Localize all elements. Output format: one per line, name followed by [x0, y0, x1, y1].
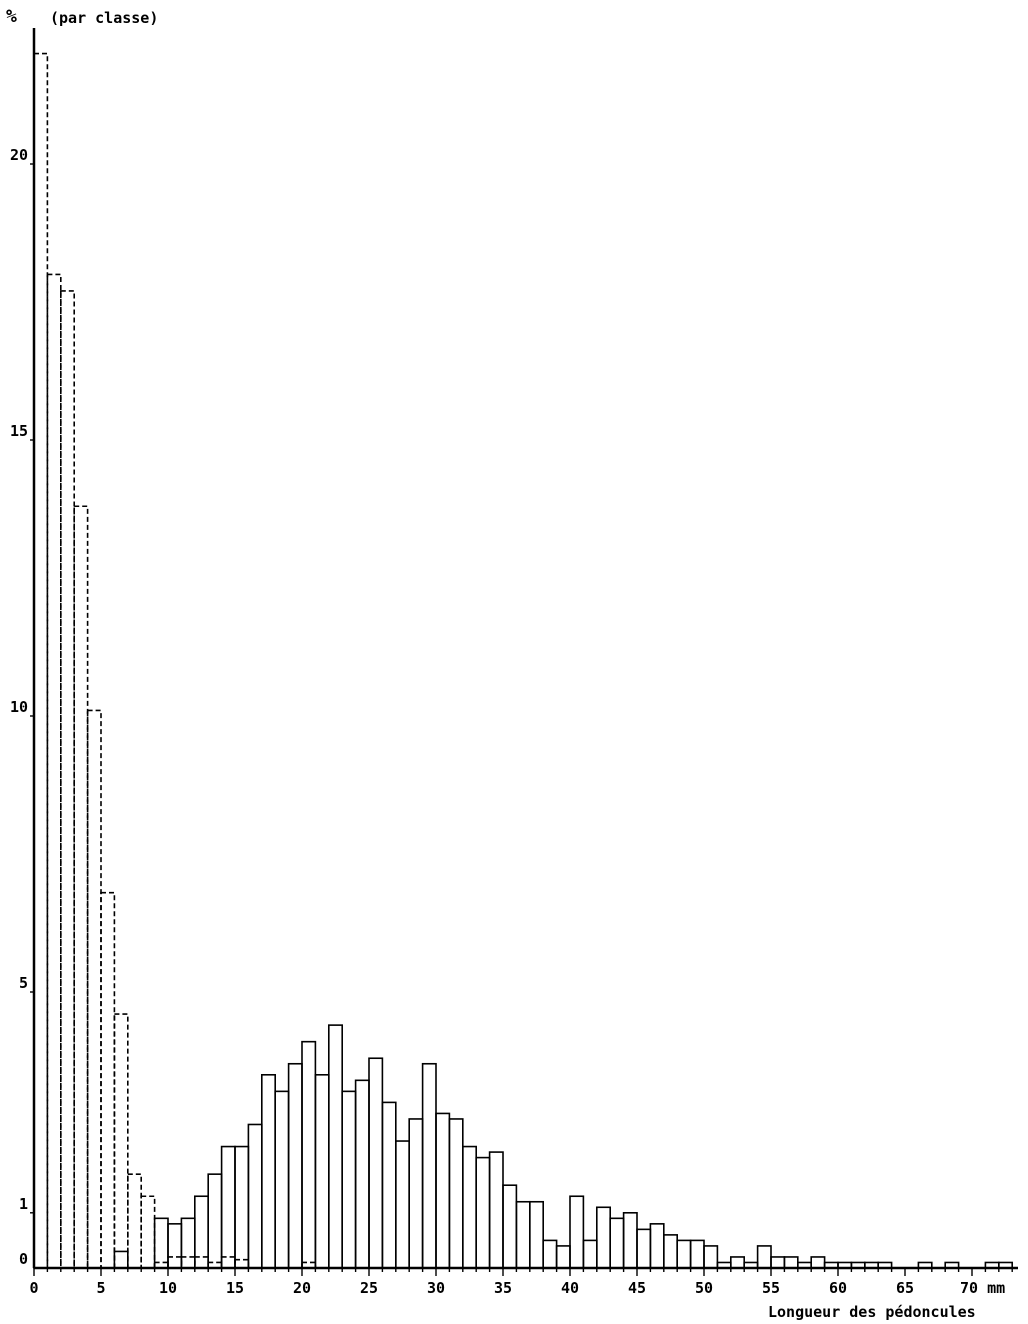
solid-bar-32	[461, 1145, 477, 1269]
solid-bar-30	[435, 1112, 451, 1269]
y-tick-label-5: 5	[18, 974, 28, 992]
x-tick-label-5: 5	[96, 1279, 106, 1297]
x-tick-label-0: 0	[29, 1279, 39, 1297]
solid-bar-29	[421, 1062, 437, 1269]
solid-bar-39	[555, 1245, 571, 1269]
x-axis-title: Longueur des pédoncules	[768, 1303, 976, 1321]
solid-bar-44	[622, 1212, 638, 1269]
y-tick-label-1: 1	[18, 1194, 28, 1213]
x-tick-label-45: 45	[627, 1279, 647, 1297]
solid-bar-50	[703, 1245, 719, 1269]
solid-bar-13	[207, 1173, 223, 1269]
solid-bar-22	[327, 1024, 343, 1269]
dashed-bar-0	[33, 52, 49, 1269]
y-axis-note: (par classe)	[50, 9, 159, 27]
solid-bar-38	[542, 1239, 558, 1269]
solid-bar-40	[569, 1195, 585, 1269]
solid-bar-10	[167, 1223, 183, 1269]
x-tick-label-55: 55	[761, 1279, 781, 1297]
solid-bar-11	[180, 1217, 196, 1269]
solid-bar-33	[475, 1156, 491, 1269]
solid-bar-56	[783, 1256, 799, 1269]
axes	[30, 28, 1018, 1276]
solid-bar-18	[274, 1090, 290, 1269]
solid-bar-58	[810, 1256, 826, 1269]
solid-series	[113, 1024, 1013, 1269]
dashed-bar-8	[140, 1195, 156, 1269]
x-tick-label-40: 40	[560, 1279, 580, 1297]
solid-bar-35	[502, 1184, 518, 1269]
solid-bar-45	[636, 1228, 652, 1269]
solid-bar-14	[220, 1145, 236, 1269]
solid-bar-31	[448, 1118, 464, 1269]
solid-bar-46	[649, 1223, 665, 1269]
solid-bar-41	[582, 1239, 598, 1269]
dashed-bar-14	[220, 1256, 236, 1269]
y-axis-title: %	[6, 6, 17, 27]
solid-bar-43	[609, 1217, 625, 1269]
solid-bar-34	[488, 1151, 504, 1269]
solid-bar-20	[301, 1040, 317, 1269]
x-tick-label-20: 20	[292, 1279, 312, 1297]
dashed-bar-10	[167, 1256, 183, 1269]
solid-bar-9	[153, 1217, 169, 1269]
solid-bar-21	[314, 1074, 330, 1269]
x-tick-label-70: 70 mm	[960, 1279, 1006, 1297]
solid-bar-47	[662, 1234, 678, 1269]
solid-bar-36	[515, 1200, 531, 1269]
solid-bar-16	[247, 1123, 263, 1269]
x-tick-label-60: 60	[828, 1279, 848, 1297]
dashed-bar-4	[86, 709, 102, 1269]
dashed-bar-12	[194, 1256, 210, 1269]
x-tick-label-30: 30	[426, 1279, 446, 1297]
solid-bar-17	[260, 1074, 276, 1269]
dashed-bar-7	[127, 1173, 143, 1269]
solid-bar-6	[113, 1250, 129, 1269]
dashed-bar-5	[100, 891, 116, 1269]
dashed-bar-1	[46, 273, 62, 1269]
y-tick-label-15: 15	[9, 422, 28, 440]
solid-bar-37	[528, 1200, 544, 1269]
solid-bar-48	[676, 1239, 692, 1269]
x-tick-label-25: 25	[359, 1279, 379, 1297]
x-tick-label-15: 15	[225, 1279, 245, 1297]
dashed-series	[33, 52, 317, 1269]
solid-bar-23	[341, 1090, 357, 1269]
x-tick-label-10: 10	[158, 1279, 178, 1297]
x-tick-label-50: 50	[694, 1279, 714, 1297]
solid-bar-52	[729, 1256, 745, 1269]
dashed-bar-6	[113, 1013, 129, 1269]
solid-bar-25	[368, 1057, 384, 1269]
solid-bar-26	[381, 1101, 397, 1269]
solid-bar-24	[354, 1079, 370, 1269]
y-tick-label-10: 10	[9, 698, 28, 716]
x-tick-label-35: 35	[493, 1279, 513, 1297]
dashed-bar-2	[59, 290, 75, 1269]
solid-bar-42	[595, 1206, 611, 1269]
solid-bar-19	[287, 1062, 303, 1269]
x-tick-label-65: 65	[895, 1279, 915, 1297]
solid-bar-55	[770, 1256, 786, 1269]
solid-bar-15	[234, 1145, 250, 1269]
y-tick-label-0: 0	[18, 1250, 28, 1268]
solid-bar-28	[408, 1118, 424, 1269]
solid-bar-49	[689, 1239, 705, 1269]
dashed-bar-11	[180, 1256, 196, 1269]
solid-bar-54	[756, 1245, 772, 1269]
dashed-bar-3	[73, 505, 89, 1269]
solid-bar-27	[394, 1140, 410, 1269]
y-tick-label-20: 20	[9, 146, 28, 164]
